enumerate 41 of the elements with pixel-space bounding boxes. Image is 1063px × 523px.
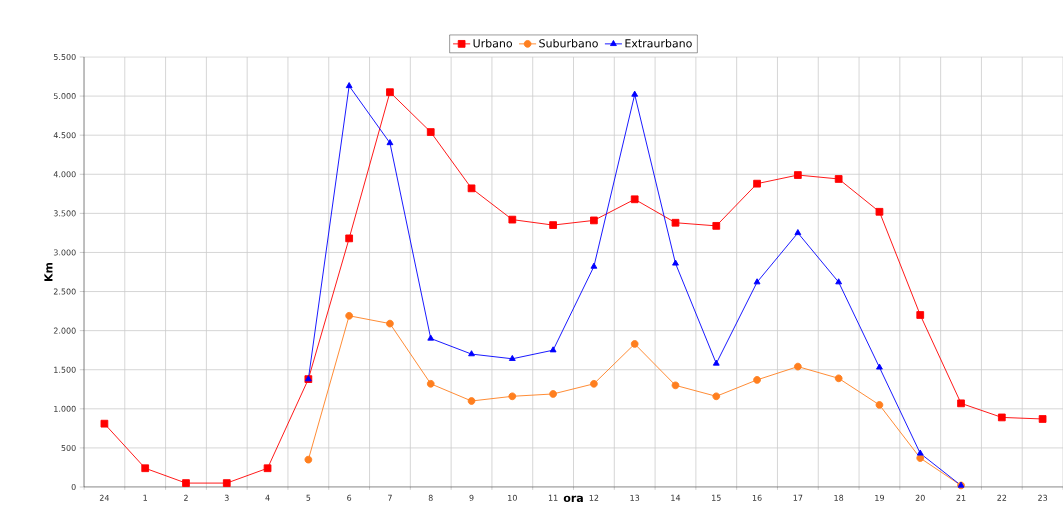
y-tick-label: 1.000 bbox=[54, 405, 76, 412]
x-tick-label: 19 bbox=[875, 494, 884, 501]
x-tick-label: 18 bbox=[834, 494, 844, 501]
x-tick-label: 15 bbox=[712, 494, 721, 501]
x-tick-label: 14 bbox=[671, 494, 681, 501]
x-tick-label: 21 bbox=[956, 494, 966, 501]
legend-label: Urbano bbox=[473, 38, 513, 48]
x-tick-label: 23 bbox=[1038, 494, 1048, 501]
y-tick-label: 2.000 bbox=[53, 327, 76, 334]
x-tick-label: 17 bbox=[793, 494, 803, 501]
y-tick-label: 500 bbox=[61, 444, 76, 451]
y-tick-label: 3.500 bbox=[53, 210, 76, 217]
x-tick-label: 9 bbox=[469, 494, 474, 501]
x-tick-label: 1 bbox=[143, 494, 147, 501]
x-tick-label: 4 bbox=[265, 494, 270, 501]
legend-label: Extraurbano bbox=[625, 38, 692, 48]
y-tick-label: 2.500 bbox=[53, 288, 76, 295]
x-tick-label: 24 bbox=[99, 494, 110, 501]
x-tick-label: 6 bbox=[347, 494, 352, 501]
y-axis-title: Km bbox=[44, 262, 53, 281]
x-tick-label: 5 bbox=[306, 494, 311, 501]
x-tick-label: 7 bbox=[388, 494, 392, 501]
y-tick-label: 0 bbox=[71, 483, 76, 491]
x-tick-label: 8 bbox=[428, 494, 433, 501]
y-tick-label: 3.000 bbox=[53, 249, 76, 256]
legend-label: Suburbano bbox=[539, 38, 598, 48]
y-tick-label: 5.500 bbox=[53, 53, 76, 61]
x-tick-label: 10 bbox=[508, 494, 517, 501]
x-tick-label: 11 bbox=[548, 494, 558, 501]
y-tick-label: 5.000 bbox=[53, 93, 76, 100]
x-tick-label: 20 bbox=[915, 494, 925, 501]
x-tick-label: 2 bbox=[184, 494, 188, 501]
x-tick-label: 22 bbox=[997, 494, 1007, 501]
y-tick-label: 4.500 bbox=[53, 132, 76, 139]
x-tick-label: 13 bbox=[630, 494, 640, 501]
y-tick-label: 4.000 bbox=[53, 171, 76, 178]
x-tick-label: 16 bbox=[752, 494, 762, 501]
x-tick-label: 12 bbox=[589, 494, 599, 501]
x-axis-title: ora bbox=[563, 495, 583, 503]
x-tick-label: 3 bbox=[224, 494, 229, 501]
y-tick-label: 1.500 bbox=[54, 366, 76, 373]
